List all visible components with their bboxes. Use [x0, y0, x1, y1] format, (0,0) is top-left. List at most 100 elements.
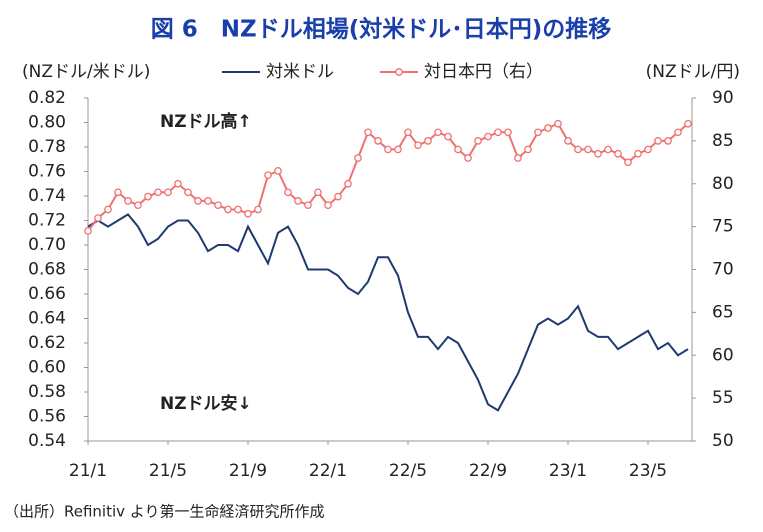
point-marker: [134, 201, 142, 210]
point-marker: [604, 145, 612, 154]
point-marker: [404, 128, 412, 137]
point-marker: [584, 145, 592, 154]
y-tick-label: 0.56: [28, 407, 66, 427]
point-marker: [284, 188, 292, 197]
y2-tick-label: 50: [712, 431, 734, 451]
point-marker: [594, 149, 602, 158]
point-marker: [454, 145, 462, 154]
point-marker: [574, 145, 582, 154]
legend-label: 対日本円（右）: [424, 62, 543, 82]
y2-tick-label: 90: [712, 88, 734, 108]
point-marker: [334, 192, 342, 201]
point-marker: [354, 154, 362, 162]
point-marker: [514, 154, 522, 162]
point-marker: [294, 197, 302, 205]
point-marker: [504, 128, 512, 137]
x-tick-label: 21/5: [149, 461, 187, 481]
point-marker: [444, 132, 452, 141]
point-marker: [544, 124, 552, 132]
y-tick-label: 0.58: [28, 382, 66, 402]
legend-marker: [395, 68, 403, 76]
point-marker: [144, 192, 152, 201]
point-marker: [374, 137, 382, 145]
y-tick-label: 0.66: [28, 284, 66, 304]
point-marker: [414, 141, 422, 150]
point-marker: [524, 145, 532, 154]
y2-tick-label: 60: [712, 345, 734, 365]
point-marker: [364, 128, 372, 137]
point-marker: [384, 145, 392, 154]
x-tick-label: 23/1: [549, 461, 587, 481]
point-marker: [324, 201, 332, 210]
point-marker: [94, 214, 102, 222]
point-marker: [644, 145, 652, 154]
point-marker: [274, 167, 282, 175]
y-tick-label: 0.80: [28, 113, 66, 133]
annotation: NZドル高↑: [160, 111, 252, 132]
series-line: [87, 213, 689, 412]
annotation: NZドル安↓: [160, 393, 252, 414]
y-tick-label: 0.74: [28, 186, 66, 206]
point-marker: [424, 137, 432, 145]
point-marker: [674, 128, 682, 137]
point-marker: [464, 154, 472, 162]
y2-tick-label: 85: [712, 131, 734, 151]
y2-tick-label: 75: [712, 217, 734, 237]
point-marker: [394, 145, 402, 154]
point-marker: [484, 132, 492, 141]
point-marker: [234, 205, 242, 214]
point-marker: [154, 188, 162, 197]
point-marker: [684, 119, 692, 128]
y-tick-label: 0.68: [28, 260, 66, 280]
point-marker: [494, 128, 502, 137]
point-marker: [264, 171, 272, 180]
y-tick-label: 0.64: [28, 309, 66, 329]
point-marker: [194, 197, 202, 205]
point-marker: [184, 188, 192, 197]
point-marker: [654, 137, 662, 145]
y-tick-label: 0.62: [28, 333, 66, 353]
point-marker: [124, 197, 132, 205]
point-marker: [114, 188, 122, 197]
y2-tick-label: 55: [712, 388, 734, 408]
y-tick-label: 0.60: [28, 358, 66, 378]
point-marker: [434, 128, 442, 137]
point-marker: [304, 201, 312, 210]
point-marker: [214, 201, 222, 210]
y-tick-label: 0.76: [28, 162, 66, 182]
point-marker: [84, 227, 92, 235]
y-tick-label: 0.78: [28, 137, 66, 157]
x-tick-label: 21/1: [69, 461, 107, 481]
point-marker: [534, 128, 542, 137]
x-tick-label: 22/1: [309, 461, 347, 481]
x-tick-label: 23/5: [629, 461, 667, 481]
point-marker: [344, 179, 352, 188]
y2-tick-label: 80: [712, 174, 734, 194]
y2-axis-label: (NZドル/円): [646, 62, 740, 82]
y2-tick-label: 70: [712, 260, 734, 280]
x-tick-label: 22/5: [389, 461, 427, 481]
chart-title: 図 6 NZドル相場(対米ドル･日本円)の推移: [151, 17, 611, 43]
point-marker: [624, 158, 632, 167]
source-note: （出所）Refinitiv より第一生命経済研究所作成: [4, 503, 325, 521]
point-marker: [664, 137, 672, 145]
point-marker: [614, 149, 622, 158]
point-marker: [104, 205, 112, 214]
point-marker: [564, 137, 572, 145]
point-marker: [254, 205, 262, 214]
y-tick-label: 0.82: [28, 88, 66, 108]
series-line: [87, 122, 689, 232]
point-marker: [634, 149, 642, 158]
point-marker: [244, 209, 252, 218]
point-marker: [164, 188, 172, 197]
point-marker: [554, 119, 562, 128]
y-tick-label: 0.54: [28, 431, 66, 451]
point-marker: [224, 205, 232, 214]
x-tick-label: 22/9: [469, 461, 507, 481]
y-tick-label: 0.72: [28, 211, 66, 231]
y-axis-label: (NZドル/米ドル): [22, 62, 150, 82]
point-marker: [204, 197, 212, 205]
point-marker: [314, 188, 322, 197]
point-marker: [474, 137, 482, 145]
